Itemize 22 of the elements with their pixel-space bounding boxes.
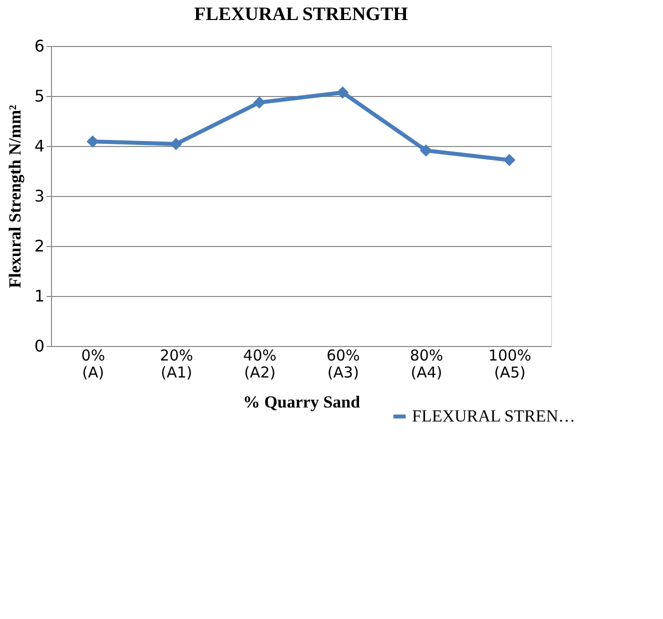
x-tick-label: 0% (A) [81,346,106,382]
point [503,154,516,166]
y-tick-label: 5 [34,86,44,106]
y-axis-title: Flexural Strength N/mm² [5,104,24,288]
x-tick-label: 100% (A5) [488,346,532,382]
x-tick-label: 20% (A1) [160,346,194,382]
y-tick-label: 2 [34,236,44,256]
legend-label: FLEXURAL STREN… [412,406,576,426]
y-tick-label: 6 [34,36,44,56]
y-tick-label: 1 [34,286,44,306]
point [420,144,432,157]
point [253,96,266,109]
chart-title: FLEXURAL STRENGTH [194,4,408,25]
x-axis-title: % Quarry Sand [242,392,361,412]
y-tick-label: 4 [34,136,44,156]
x-tick-label: 60% (A3) [326,346,360,382]
point [86,135,99,148]
x-tick-label: 40% (A2) [243,346,277,382]
y-tick-label: 0 [34,336,44,356]
x-tick-label: 80% (A4) [410,346,444,382]
y-tick-label: 3 [34,186,44,206]
point [336,86,349,99]
